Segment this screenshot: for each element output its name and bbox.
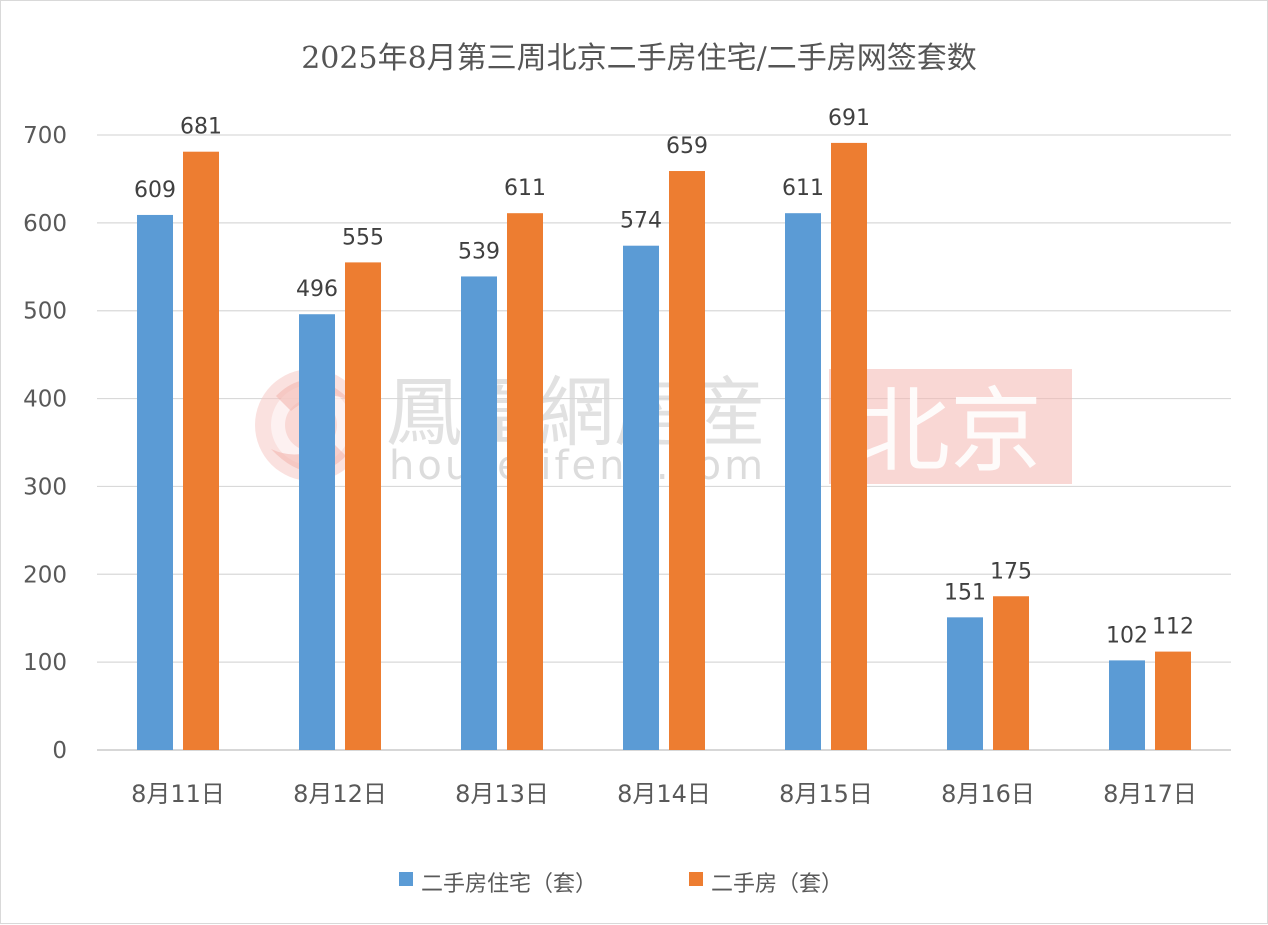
data-label: 574 (620, 209, 662, 234)
data-label: 609 (134, 178, 176, 203)
y-tick-label: 600 (23, 211, 67, 237)
bar-1-6 (1155, 651, 1191, 750)
data-label: 611 (782, 176, 824, 201)
data-label: 691 (828, 106, 870, 131)
x-tick-label: 8月11日 (131, 780, 225, 808)
data-label: 151 (944, 580, 986, 605)
watermark-city-badge (829, 369, 1072, 484)
y-tick-label: 400 (23, 387, 67, 413)
data-label: 496 (296, 277, 338, 302)
x-tick-label: 8月13日 (455, 780, 549, 808)
y-tick-label: 500 (23, 299, 67, 325)
bar-1-3 (669, 171, 705, 750)
data-label: 102 (1106, 623, 1148, 648)
x-tick-label: 8月12日 (293, 780, 387, 808)
bar-0-3 (623, 245, 659, 750)
bar-0-1 (299, 314, 335, 750)
legend-label-0: 二手房住宅（套） (421, 872, 597, 897)
x-tick-label: 8月14日 (617, 780, 711, 808)
data-label: 112 (1152, 615, 1194, 640)
x-tick-label: 8月15日 (779, 780, 873, 808)
bar-1-2 (507, 213, 543, 750)
legend-swatch-1 (689, 872, 703, 886)
data-label: 555 (342, 225, 384, 250)
bar-0-5 (947, 617, 983, 750)
legend-swatch-0 (399, 872, 413, 886)
watermark-url-text: house.ifeng.com (389, 443, 766, 489)
y-tick-label: 0 (52, 738, 67, 764)
data-label: 659 (666, 134, 708, 159)
x-tick-label: 8月16日 (941, 780, 1035, 808)
bar-1-4 (831, 142, 867, 750)
bars (137, 142, 1191, 750)
legend: 二手房住宅（套） 二手房（套） (399, 872, 843, 897)
y-tick-label: 300 (23, 474, 67, 500)
bar-0-4 (785, 213, 821, 750)
bar-0-2 (461, 276, 497, 750)
y-tick-label: 200 (23, 562, 67, 588)
legend-label-1: 二手房（套） (711, 872, 843, 897)
data-label: 175 (990, 559, 1032, 584)
chart-title: 2025年8月第三周北京二手房住宅/二手房网签套数 (301, 41, 977, 76)
data-label: 611 (504, 176, 546, 201)
bar-1-5 (993, 596, 1029, 750)
bar-0-0 (137, 214, 173, 750)
y-tick-label: 100 (23, 650, 67, 676)
y-tick-label: 700 (23, 123, 67, 149)
data-label: 681 (180, 115, 222, 140)
data-label: 539 (458, 239, 500, 264)
bar-0-6 (1109, 660, 1145, 750)
watermark-city-text: 北京 (858, 378, 1042, 485)
axes: 0 100 200 300 400 500 600 700 8月11日 8月12日 8月13日 8月1… (23, 123, 1197, 808)
bar-1-1 (345, 262, 381, 750)
bar-1-0 (183, 151, 219, 750)
x-tick-label: 8月17日 (1103, 780, 1197, 808)
